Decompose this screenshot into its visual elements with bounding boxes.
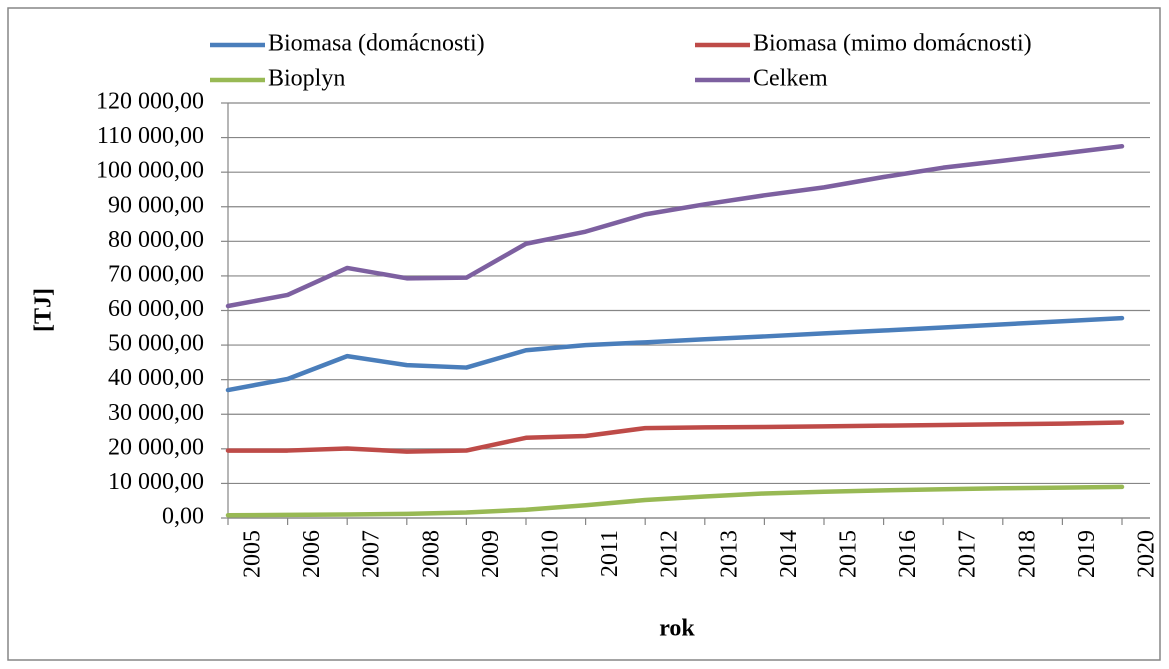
- y-tick-label: 110 000,00: [97, 123, 204, 149]
- series-line: [225, 315, 1125, 393]
- x-tick-label: 2009: [478, 530, 504, 578]
- legend-label: Celkem: [753, 66, 828, 92]
- legend-label: Biomasa (mimo domácnosti): [753, 31, 1032, 57]
- y-tick-label: 120 000,00: [96, 89, 204, 115]
- x-tick-label: 2017: [955, 530, 981, 578]
- x-tick-label: 2007: [359, 530, 385, 578]
- x-tick-label: 2019: [1074, 530, 1100, 578]
- x-tick-label: 2008: [418, 530, 444, 578]
- y-tick-label: 20 000,00: [108, 434, 204, 460]
- legend-label: Bioplyn: [268, 66, 345, 92]
- legend-label: Biomasa (domácnosti): [268, 31, 485, 57]
- x-tick-label: 2020: [1134, 530, 1160, 578]
- x-tick-label: 2006: [299, 530, 325, 578]
- y-tick-label: 100 000,00: [96, 158, 204, 184]
- x-tick-label: 2018: [1014, 530, 1040, 578]
- series-line: [225, 143, 1125, 309]
- x-tick-label: 2005: [240, 530, 266, 578]
- x-axis-label: rok: [659, 616, 695, 642]
- x-tick-label: 2014: [776, 530, 802, 578]
- y-tick-label: 90 000,00: [108, 192, 204, 218]
- x-tick-label: 2010: [538, 530, 564, 578]
- y-tick-label: 40 000,00: [108, 365, 204, 391]
- y-tick-label: 60 000,00: [108, 296, 204, 322]
- series-line: [225, 420, 1125, 454]
- x-tick-label: 2015: [836, 530, 862, 578]
- y-tick-label: 30 000,00: [108, 400, 204, 426]
- y-tick-label: 50 000,00: [108, 331, 204, 357]
- y-tick-label: 80 000,00: [108, 227, 204, 253]
- x-tick-label: 2016: [895, 530, 921, 578]
- y-axis-label: [TJ]: [31, 288, 57, 332]
- y-tick-label: 70 000,00: [108, 261, 204, 287]
- chart-border: [7, 7, 1161, 661]
- y-tick-label: 10 000,00: [108, 469, 204, 495]
- y-tick-label: 0,00: [162, 504, 204, 530]
- x-tick-label: 2013: [716, 530, 742, 578]
- x-tick-label: 2012: [657, 530, 683, 578]
- x-tick-label: 2011: [597, 530, 623, 577]
- series-line: [225, 484, 1125, 518]
